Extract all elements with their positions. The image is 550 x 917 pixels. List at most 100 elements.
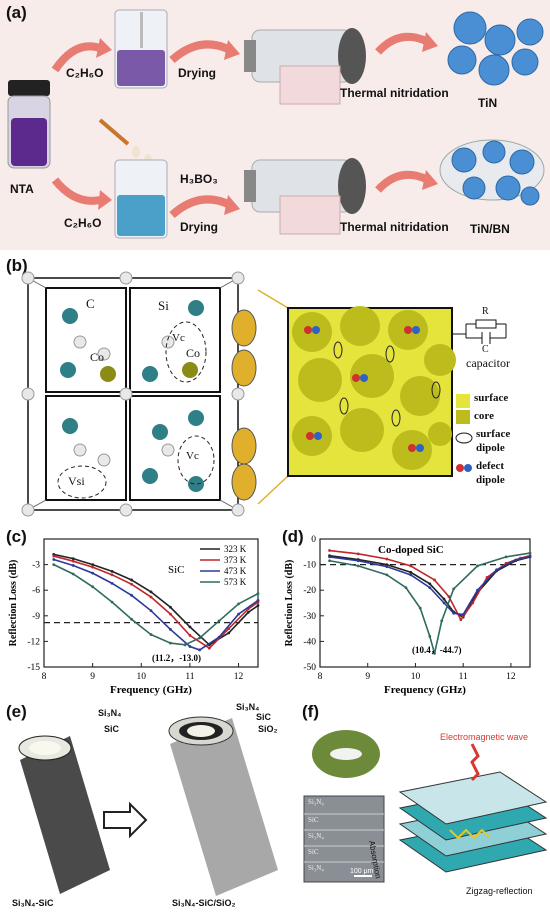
panels-cd: (c) (d) 8 9 10 11 12 -3 -6 -9 -12 -15 Frequency (G… <box>0 525 550 700</box>
c-label: C <box>482 344 489 355</box>
legend-label: 323 K <box>224 544 247 554</box>
y-axis-label: Reflection Loss (dB) <box>8 560 19 647</box>
zigzag-label: Zigzag-reflection <box>466 886 533 896</box>
series-point <box>442 597 446 601</box>
series-point <box>52 558 56 561</box>
atom-co-label-1: Co <box>90 350 105 364</box>
fiber-diagram <box>18 716 278 896</box>
series-point <box>356 559 360 563</box>
panel-e-label: (e) <box>6 702 27 721</box>
series-point <box>169 612 172 616</box>
series-point <box>428 586 432 590</box>
series-point <box>188 645 192 648</box>
r-label: R <box>482 306 489 317</box>
sem-scale-label: 100 μm <box>350 868 374 875</box>
series-point <box>418 606 422 610</box>
nta-label: NTA <box>10 182 34 196</box>
series-line <box>53 553 259 646</box>
series-point <box>461 613 465 616</box>
series-point <box>217 619 221 623</box>
series-point <box>237 602 240 606</box>
series-point <box>149 595 153 599</box>
series-point <box>71 572 75 576</box>
series-point <box>409 564 413 568</box>
vc-label-2: Vc <box>186 450 199 462</box>
y-tick-label: -20 <box>303 586 316 596</box>
series-point <box>385 557 389 561</box>
series-point <box>409 570 413 574</box>
panel-b: (b) <box>0 250 550 525</box>
y-tick-label: -12 <box>27 637 40 647</box>
crystal-and-grain-diagram <box>21 271 507 517</box>
sem-layer-1: Si₃N₄ <box>308 798 324 806</box>
series-point <box>183 643 187 647</box>
min-annotation: (10.4，-44.7) <box>412 645 462 655</box>
series-point <box>71 557 75 561</box>
series-point <box>528 555 532 558</box>
series-point <box>169 605 172 609</box>
series-point <box>447 595 451 598</box>
y-tick-label: -15 <box>27 663 40 673</box>
series-point <box>237 612 240 616</box>
sem-layer-2: SiC <box>308 816 319 824</box>
legend-surface-label: surface <box>474 392 509 404</box>
series-point <box>428 582 432 586</box>
series-point <box>256 604 260 607</box>
y-tick-label: -30 <box>303 612 316 622</box>
series-point <box>169 641 172 645</box>
series-point <box>149 609 153 613</box>
drying-top-label: Drying <box>178 66 217 80</box>
series-point <box>71 559 75 563</box>
series-point <box>188 625 192 629</box>
rc-circuit-icon <box>452 319 507 344</box>
series-line <box>329 549 531 622</box>
series-point <box>504 555 508 559</box>
series-point <box>110 600 114 604</box>
sem-layer-5: Si₃N₄ <box>308 864 324 872</box>
series-point <box>385 563 389 566</box>
y-tick-label: -10 <box>303 561 316 571</box>
series-point <box>440 619 444 623</box>
series-point <box>428 634 432 638</box>
series-point <box>207 646 211 650</box>
beaker-bottom-icon <box>114 159 168 239</box>
legend-defect-dipole-label-1: defect <box>476 460 505 472</box>
left-core-label: Si₃N₄ <box>98 708 122 718</box>
series-point <box>52 563 56 566</box>
panel-a-label: (a) <box>6 3 27 22</box>
series-point <box>130 617 133 621</box>
orbital-icons <box>231 309 257 501</box>
series-point <box>217 635 221 639</box>
atom-si-label: Si <box>158 298 169 313</box>
legend-label: 473 K <box>224 566 247 576</box>
series-line <box>329 552 531 654</box>
series-point <box>404 586 408 590</box>
y-tick-label: -6 <box>32 586 40 596</box>
series-point <box>356 552 360 556</box>
series-point <box>130 582 133 586</box>
x-tick-label: 11 <box>459 672 468 682</box>
series-point <box>433 578 436 582</box>
left-shell-label: SiC <box>104 724 120 734</box>
lattice-cells <box>27 277 239 511</box>
series-point <box>91 565 95 569</box>
x-tick-label: 9 <box>90 672 95 682</box>
right-shell1-label: SiC <box>256 712 272 722</box>
reflection-loss-charts: 8 9 10 11 12 -3 -6 -9 -12 -15 Frequency (GHz) Refle… <box>8 535 532 696</box>
series-point <box>328 549 331 552</box>
y-tick-label: -9 <box>32 612 40 622</box>
em-wave-icon <box>470 743 480 782</box>
capacitor-label: capacitor <box>466 356 510 370</box>
series-point <box>459 618 463 622</box>
series-point <box>52 554 56 558</box>
series-point <box>169 628 172 631</box>
panel-f-label: (f) <box>302 702 319 721</box>
series-point <box>256 592 260 596</box>
x-tick-label: 10 <box>411 672 421 682</box>
series-line <box>329 555 531 616</box>
series-point <box>198 636 202 640</box>
series-point <box>471 601 475 605</box>
series-point <box>409 573 413 577</box>
y-axis-label: Reflection Loss (dB) <box>284 560 295 647</box>
series-point <box>328 559 331 563</box>
